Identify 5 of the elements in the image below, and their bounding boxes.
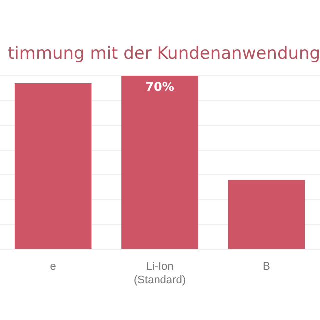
chart-title: timmung mit der Kundenanwendung: [8, 44, 320, 64]
x-tick-label: Li-Ion (Standard): [134, 261, 186, 286]
x-tick-label: B: [262, 261, 270, 274]
x-tick-label: e: [50, 261, 56, 274]
data-label: 70%: [146, 80, 174, 94]
